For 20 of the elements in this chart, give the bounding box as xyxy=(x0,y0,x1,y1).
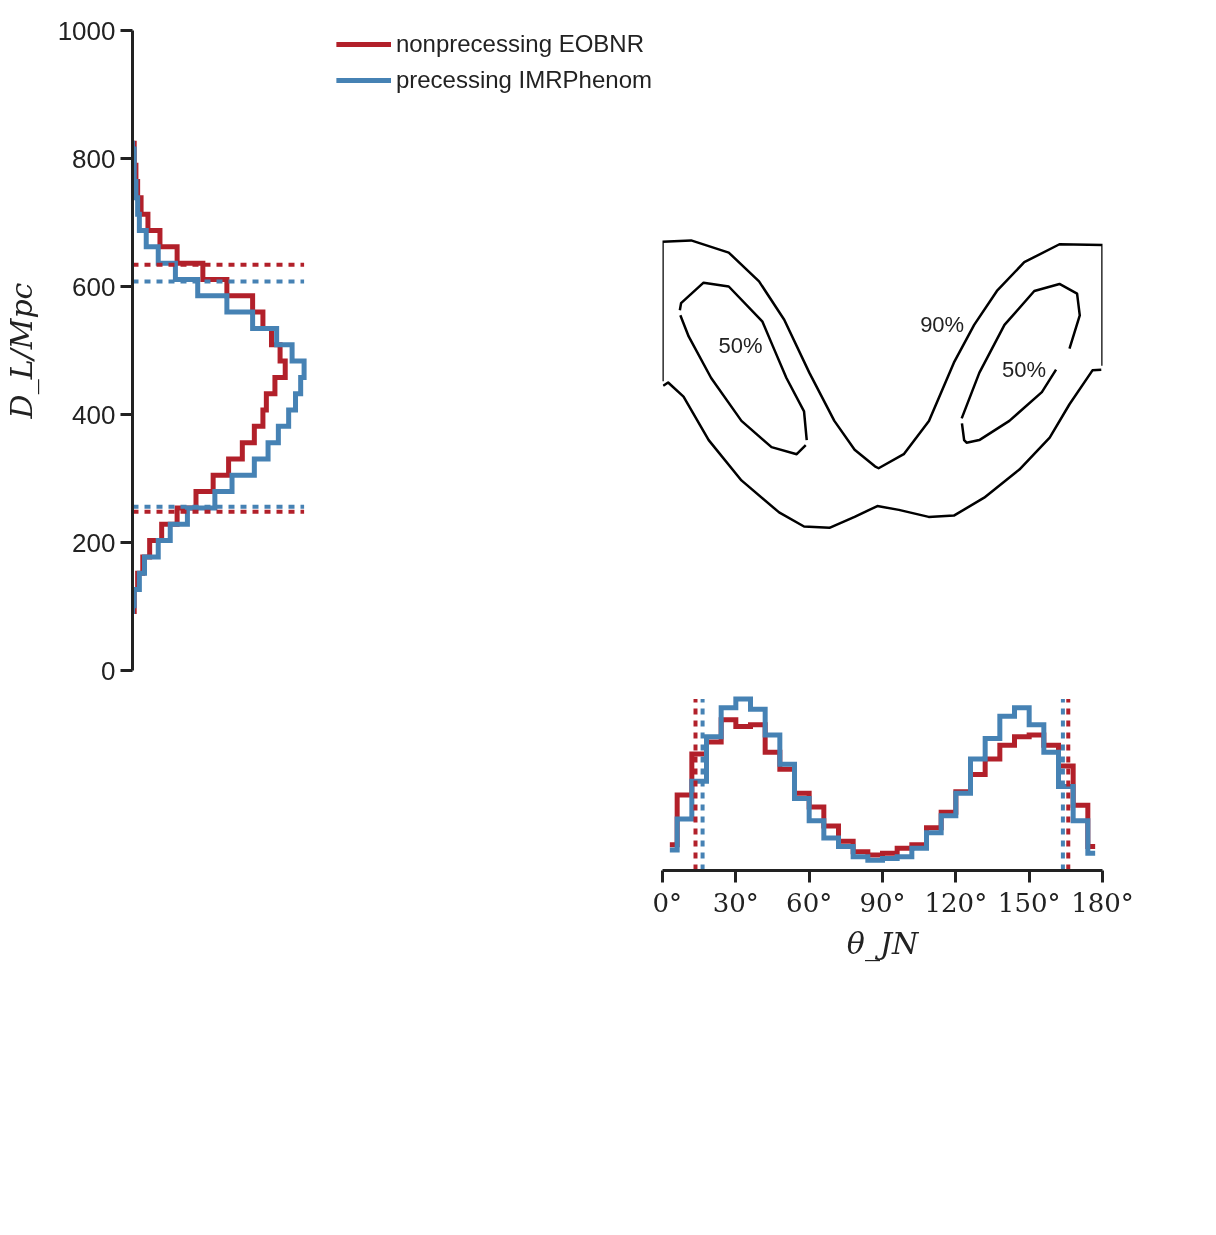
y-axis-title: D_L/Mpc xyxy=(3,282,40,420)
y-tick-label: 0 xyxy=(101,655,116,686)
x-tick-label: 180° xyxy=(1071,887,1134,918)
y-tick-label: 600 xyxy=(72,271,116,302)
annotation: 90% xyxy=(920,312,965,338)
x-tick-label: 0° xyxy=(652,887,683,918)
x-tick-label: 30° xyxy=(712,887,759,918)
legend-label: nonprecessing EOBNR xyxy=(395,30,644,58)
annotation: 50% xyxy=(718,332,763,358)
legend-label: precessing IMRPhenom xyxy=(395,66,652,94)
x-tick-label: 60° xyxy=(786,887,833,918)
x-tick-label: 150° xyxy=(997,887,1061,918)
y-tick-label: 800 xyxy=(72,143,116,174)
x-tick-label: 90° xyxy=(859,887,906,918)
x-tick-label: 120° xyxy=(924,887,988,918)
y-tick-label: 400 xyxy=(72,399,116,430)
x-axis-title: θ_JN xyxy=(846,925,920,962)
y-tick-label: 1000 xyxy=(57,15,116,46)
annotation: 50% xyxy=(1002,357,1047,383)
y-tick-label: 200 xyxy=(72,527,116,558)
